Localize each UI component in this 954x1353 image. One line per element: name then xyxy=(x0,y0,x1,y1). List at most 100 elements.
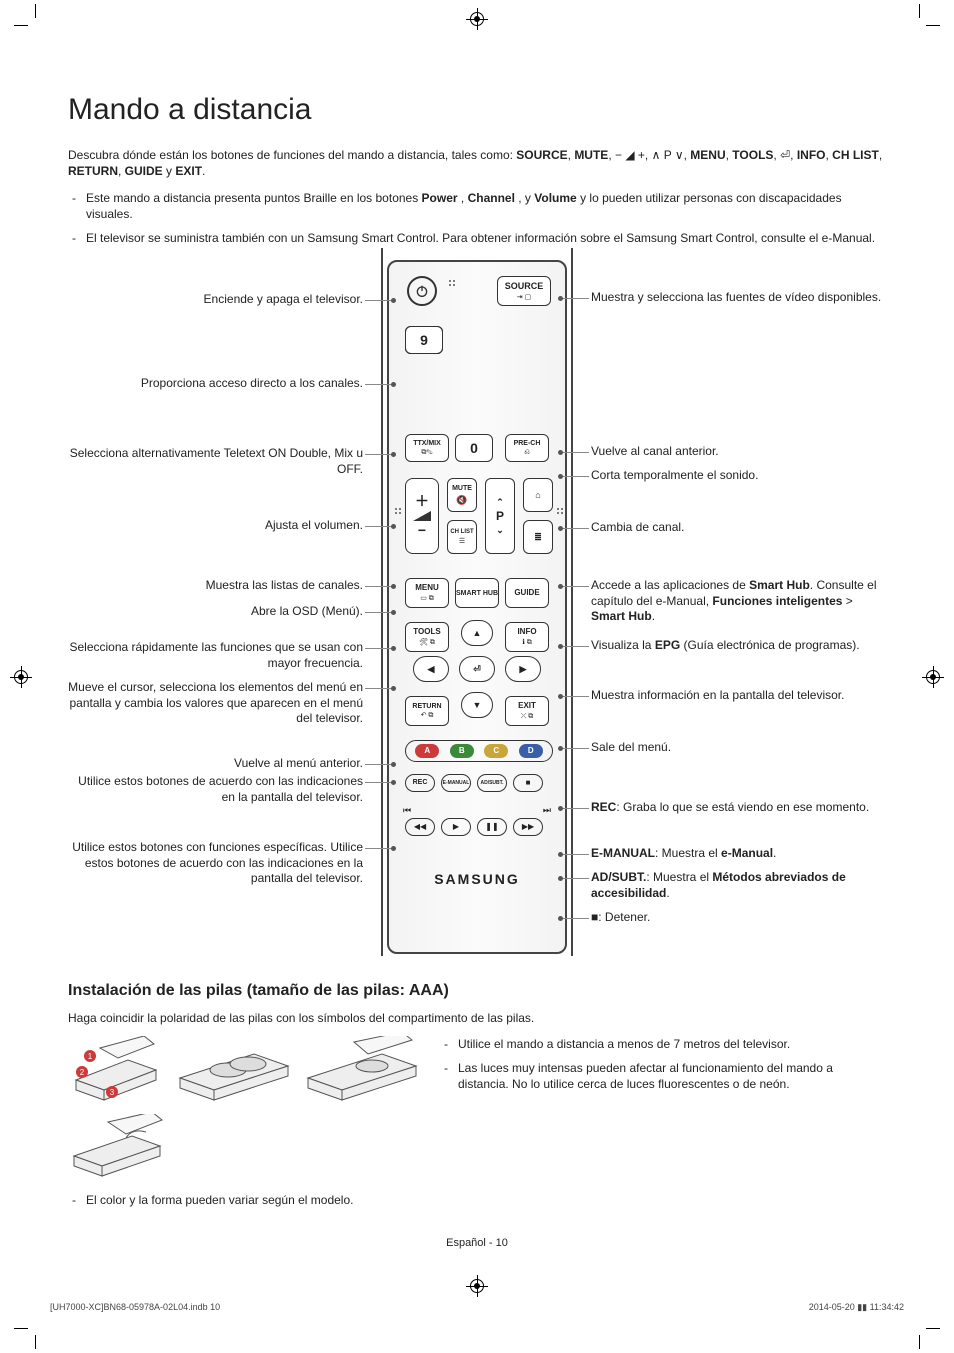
callout-left: Abre la OSD (Menú). xyxy=(68,604,363,620)
leader-line xyxy=(561,586,589,587)
leader-line xyxy=(561,476,589,477)
crop-mark xyxy=(912,1321,926,1335)
note-color-shape: El color y la forma pueden variar según … xyxy=(68,1192,886,1208)
leader-line xyxy=(561,696,589,697)
callout-right: Muestra información en la pantalla del t… xyxy=(591,688,886,704)
brand-logo: SAMSUNG xyxy=(389,870,565,889)
function-row: REC E-MANUAL AD/SUBT. ■ xyxy=(405,774,543,792)
kw-exit: EXIT xyxy=(175,164,202,178)
leader-line xyxy=(561,918,589,919)
sep: , xyxy=(773,148,780,162)
braille-dots xyxy=(449,280,455,286)
leader-line xyxy=(365,526,393,527)
braille-dots xyxy=(395,508,401,514)
kw-source: SOURCE xyxy=(516,148,567,162)
svg-text:2: 2 xyxy=(80,1068,85,1077)
leader-line xyxy=(365,300,393,301)
media-row: ◀◀ ▶ ❚❚ ▶▶ xyxy=(405,818,543,836)
ttx-button: TTX/MIX ⧉✎ xyxy=(405,434,449,462)
t: Channel xyxy=(468,191,515,205)
callout-right: Sale del menú. xyxy=(591,740,886,756)
callout-left: Ajusta el volumen. xyxy=(68,518,363,534)
leader-line xyxy=(365,454,393,455)
callout-right: Cambia de canal. xyxy=(591,520,886,536)
home-icon: ⌂ xyxy=(535,489,540,501)
callout-left: Muestra las listas de canales. xyxy=(68,578,363,594)
print-footer: [UH7000-XC]BN68-05978A-02L04.indb 10 201… xyxy=(50,1301,904,1313)
label: PRE-CH xyxy=(514,439,541,448)
label: SMART HUB xyxy=(456,590,498,597)
intro-pre: Descubra dónde están los botones de func… xyxy=(68,148,516,162)
list-icon: ≣ xyxy=(534,531,542,543)
color-c: C xyxy=(484,744,508,758)
callout-left: Enciende y apaga el televisor. xyxy=(68,292,363,308)
leader-line xyxy=(365,384,393,385)
leader-line xyxy=(561,808,589,809)
battery-heading: Instalación de las pilas (tamaño de las … xyxy=(68,980,886,1002)
callout-left: Utilice estos botones con funciones espe… xyxy=(68,840,363,887)
channel-rocker: ⌃ P ⌄ xyxy=(485,478,515,554)
list-button: ≣ xyxy=(523,520,553,554)
t: Este mando a distancia presenta puntos B… xyxy=(86,191,422,205)
intro-end: . xyxy=(202,164,205,178)
kw-info: INFO xyxy=(797,148,826,162)
label: CH LIST xyxy=(450,528,473,536)
leader-line xyxy=(561,854,589,855)
leader-line xyxy=(365,612,393,613)
sep: , xyxy=(879,148,882,162)
mute-button: MUTE 🔇 xyxy=(447,478,477,512)
callout-right: AD/SUBT.: Muestra el Métodos abreviados … xyxy=(591,870,886,901)
stop-button: ■ xyxy=(513,774,543,792)
callout-left: Vuelve al menú anterior. xyxy=(68,756,363,772)
ffwd-button: ▶▶ xyxy=(513,818,543,836)
label: SOURCE xyxy=(505,280,544,292)
intro-text: Descubra dónde están los botones de func… xyxy=(68,147,886,180)
callout-right: Accede a las aplicaciones de Smart Hub. … xyxy=(591,578,886,625)
ttx-icon: ⧉✎ xyxy=(421,448,432,457)
braille-dots xyxy=(557,508,563,514)
prech-icon: ⎌ xyxy=(524,448,530,457)
t: , xyxy=(461,191,468,205)
label: RETURN xyxy=(412,702,441,711)
fav-button: ⌂ xyxy=(523,478,553,512)
callout-right: Muestra y selecciona las fuentes de víde… xyxy=(591,290,886,306)
callout-right: REC: Graba lo que se está viendo en ese … xyxy=(591,800,886,816)
volume-rocker: ＋ − xyxy=(405,478,439,554)
mute-icon: 🔇 xyxy=(456,494,467,506)
callout-left: Proporciona acceso directo a los canales… xyxy=(68,376,363,392)
vol-plus-icon: ＋ xyxy=(415,492,429,511)
battery-fig-4 xyxy=(68,1114,168,1184)
battery-fig-1: 1 2 3 xyxy=(68,1036,168,1106)
kw-return: RETURN xyxy=(68,164,118,178)
leader-line xyxy=(365,586,393,587)
pause-button: ❚❚ xyxy=(477,818,507,836)
bullet-braille: Este mando a distancia presenta puntos B… xyxy=(68,190,886,222)
label: GUIDE xyxy=(514,588,539,599)
vol-minus-icon: − xyxy=(418,521,426,540)
battery-intro: Haga coincidir la polaridad de las pilas… xyxy=(68,1010,886,1026)
leader-line xyxy=(365,848,393,849)
page-footer-center: Español - 10 xyxy=(68,1236,886,1251)
label: P xyxy=(496,508,504,524)
kw-tools: TOOLS xyxy=(732,148,773,162)
nav-up: ▲ xyxy=(461,620,493,646)
callout-left: Utilice estos botones de acuerdo con las… xyxy=(68,774,363,805)
return-button: RETURN ↶ ⧉ xyxy=(405,696,449,726)
leader-line xyxy=(561,646,589,647)
remote-diagram: SOURCE ⇥ ▢ 1 2 3 4 ·5 6 7 8 9 TTX/MIX xyxy=(68,260,886,960)
callout-right: E-MANUAL: Muestra el e-Manual. xyxy=(591,846,886,862)
leader-line xyxy=(561,528,589,529)
chlist-button: CH LIST ☰ xyxy=(447,520,477,554)
adsubt-button: AD/SUBT. xyxy=(477,774,507,792)
crop-mark xyxy=(28,1321,42,1335)
volume-icon xyxy=(413,511,431,521)
label: MENU xyxy=(415,583,439,594)
color-a: A xyxy=(415,744,439,758)
kw-mute: MUTE xyxy=(574,148,608,162)
bullet-smartcontrol: El televisor se suministra también con u… xyxy=(68,230,886,246)
callout-left: Selecciona rápidamente las funciones que… xyxy=(68,640,363,671)
label: TTX/MIX xyxy=(413,439,441,448)
enter-icon: ⏎ xyxy=(780,147,790,163)
battery-fig-2 xyxy=(176,1036,296,1106)
registration-mark xyxy=(470,1279,484,1293)
